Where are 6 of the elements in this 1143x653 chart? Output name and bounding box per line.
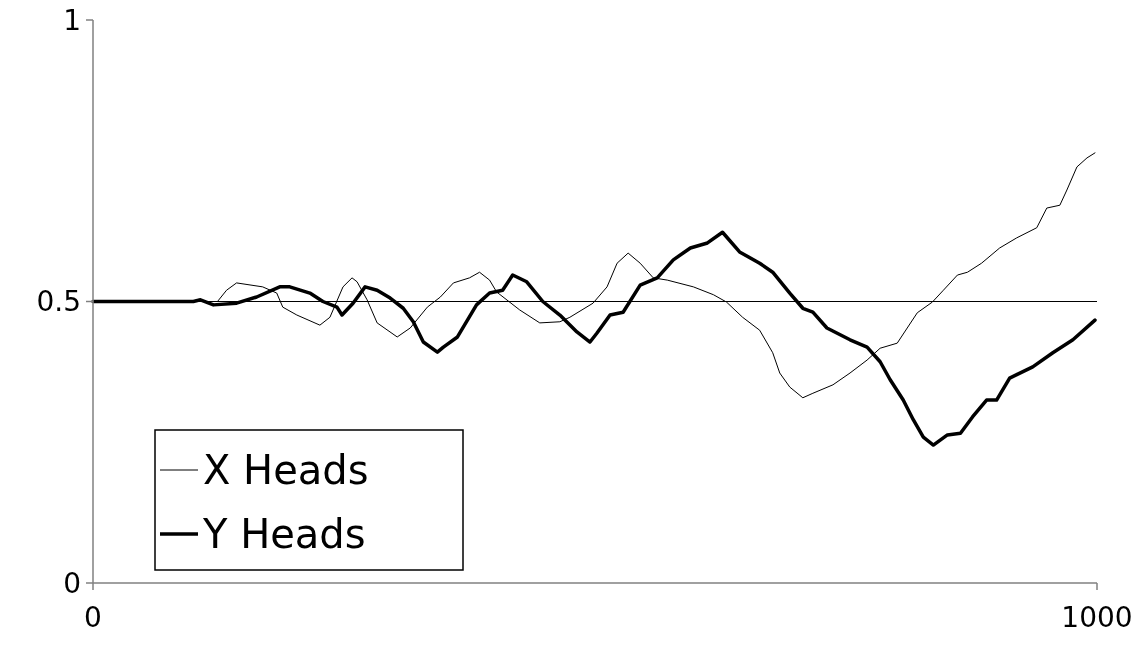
y-tick-label: 0 bbox=[63, 566, 81, 600]
y-tick-label: 1 bbox=[63, 3, 81, 37]
legend-label: Y Heads bbox=[202, 511, 366, 557]
legend-label: X Heads bbox=[203, 447, 369, 493]
y-tick-label: 0.5 bbox=[36, 285, 81, 319]
x-tick-label: 1000 bbox=[1061, 601, 1133, 634]
